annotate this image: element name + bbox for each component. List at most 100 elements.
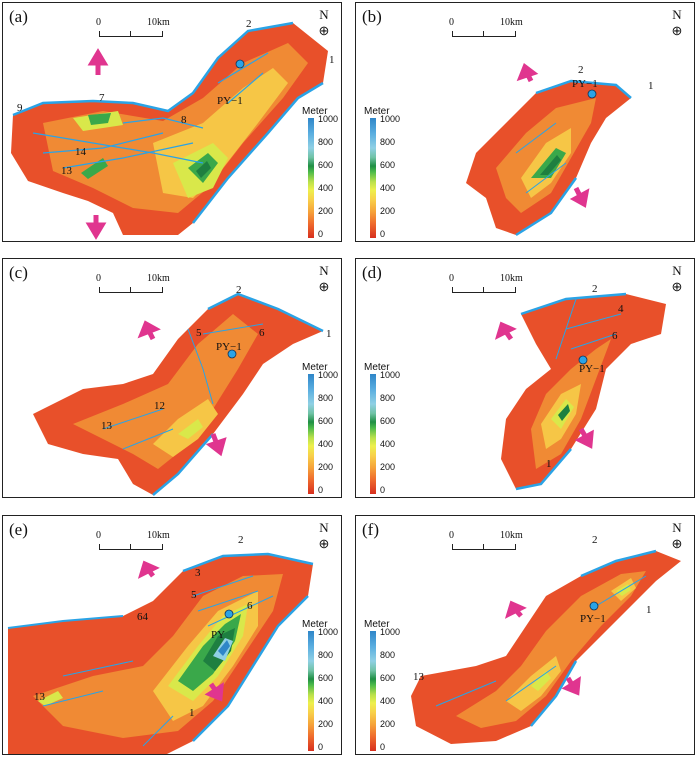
well-label: PY−1 [579,363,605,375]
label-number: 1 [326,328,332,340]
legend-tick: 200 [380,719,396,729]
scale-start: 0 [449,17,454,28]
panel-label: (f) [362,520,379,539]
scale-bar: 0 10km [449,530,523,552]
scale-bar: 0 10km [96,273,170,295]
north-arrow-icon: N ⊕ [318,7,330,38]
well-label: PY−1 [217,95,243,107]
scale-end: 10km [500,273,523,284]
scale-bar: 0 10km [96,17,170,39]
well-label: PY−1 [580,613,606,625]
well-label: PY−1 [572,78,598,90]
depth-legend: Meter 1000 800 600 400 200 0 [302,362,341,497]
legend-tick: 800 [380,137,396,147]
legend-tick: 1000 [318,627,339,637]
north-arrow-icon: N ⊕ [671,263,683,294]
label-number: 7 [99,92,105,104]
map-f: 2 1 13 PY−1 [411,534,681,744]
panel-e: 2 3 5 64 6 13 1 PY (e) 0 10km N ⊕ Meter 1… [2,515,342,755]
map-d: 2 4 6 1 PY−1 [494,283,666,491]
scale-end: 10km [147,17,170,28]
legend-title: Meter [302,619,328,630]
label-number: 14 [75,146,87,158]
well-label: PY−1 [216,341,242,353]
panel-label: (e) [9,520,28,539]
scale-end: 10km [500,530,523,541]
legend-tick: 1000 [318,370,339,380]
legend-title: Meter [364,619,390,630]
legend-tick: 1000 [380,627,401,637]
scale-start: 0 [96,530,101,541]
map-b: 2 1 PY−1 [466,63,654,237]
legend-tick: 1000 [380,114,401,124]
legend-title: Meter [302,362,328,373]
scale-bar: 0 10km [96,530,170,552]
scale-bar: 0 10km [449,17,523,39]
legend-tick: 600 [318,416,334,426]
label-number: 13 [61,165,73,177]
label-number: 6 [247,600,253,612]
label-number: 2 [236,284,242,296]
legend-tick: 400 [318,183,334,193]
label-number: 3 [195,567,201,579]
scale-start: 0 [449,273,454,284]
north-arrow-icon: N ⊕ [671,520,683,551]
scale-bar: 0 10km [449,273,523,295]
well-label: PY [211,629,225,641]
label-number: 2 [238,534,244,546]
north-arrow-icon: N ⊕ [671,7,683,38]
legend-tick: 600 [380,416,396,426]
scale-end: 10km [147,530,170,541]
label-number: 6 [259,327,265,339]
legend-tick: 200 [380,462,396,472]
legend-tick: 200 [318,719,334,729]
legend-tick: 200 [380,206,396,216]
label-number: 2 [592,283,598,295]
legend-tick: 0 [318,742,324,752]
label-number: 6 [612,330,618,342]
legend-title: Meter [364,362,390,373]
label-number: 13 [34,691,46,703]
legend-tick: 200 [318,206,334,216]
label-number: 5 [191,589,197,601]
label-number: 2 [246,18,252,30]
legend-tick: 0 [380,742,386,752]
map-a: 9 7 8 14 13 2 1 PY−1 [11,18,335,240]
panel-d: 2 4 6 1 PY−1 (d) 0 10km N ⊕ Meter 1000 80… [355,258,695,498]
panel-label: (c) [9,263,28,282]
depth-legend: Meter 1000 800 600 400 200 0 [364,362,420,497]
panel-b: 2 1 PY−1 (b) 0 10km N ⊕ Meter 1000 800 60… [355,2,695,242]
depth-legend: Meter 1000 800 600 400 200 0 [302,619,341,754]
depth-legend: Meter 1000 800 600 400 200 0 [302,106,341,241]
legend-tick: 600 [380,673,396,683]
legend-tick: 400 [318,696,334,706]
label-number: 5 [196,327,202,339]
scale-start: 0 [96,17,101,28]
panel-f: 2 1 13 PY−1 (f) 0 10km N ⊕ Meter 1000 800… [355,515,695,755]
legend-title: Meter [364,106,390,117]
map-c: 2 5 6 1 12 13 PY−1 [33,284,332,496]
label-number: 64 [137,611,149,623]
legend-tick: 1000 [380,370,401,380]
legend-tick: 400 [380,183,396,193]
label-number: 4 [618,303,624,315]
scale-start: 0 [96,273,101,284]
panel-label: (a) [9,7,28,26]
legend-tick: 800 [318,393,334,403]
legend-tick: 0 [318,485,324,495]
legend-tick: 200 [318,462,334,472]
label-number: 12 [154,400,165,412]
label-number: 9 [17,102,23,114]
label-number: 1 [546,458,552,470]
legend-tick: 0 [380,485,386,495]
legend-tick: 600 [318,160,334,170]
panel-a: 9 7 8 14 13 2 1 PY−1 (a) 0 10km N ⊕ Meter… [2,2,342,242]
legend-tick: 600 [318,673,334,683]
label-number: 2 [578,64,584,76]
legend-tick: 800 [318,650,334,660]
legend-tick: 800 [318,137,334,147]
legend-tick: 0 [380,229,386,239]
legend-tick: 400 [380,439,396,449]
panel-c: 2 5 6 1 12 13 PY−1 (c) 0 10km N ⊕ Meter 1… [2,258,342,498]
label-number: 1 [329,54,335,66]
